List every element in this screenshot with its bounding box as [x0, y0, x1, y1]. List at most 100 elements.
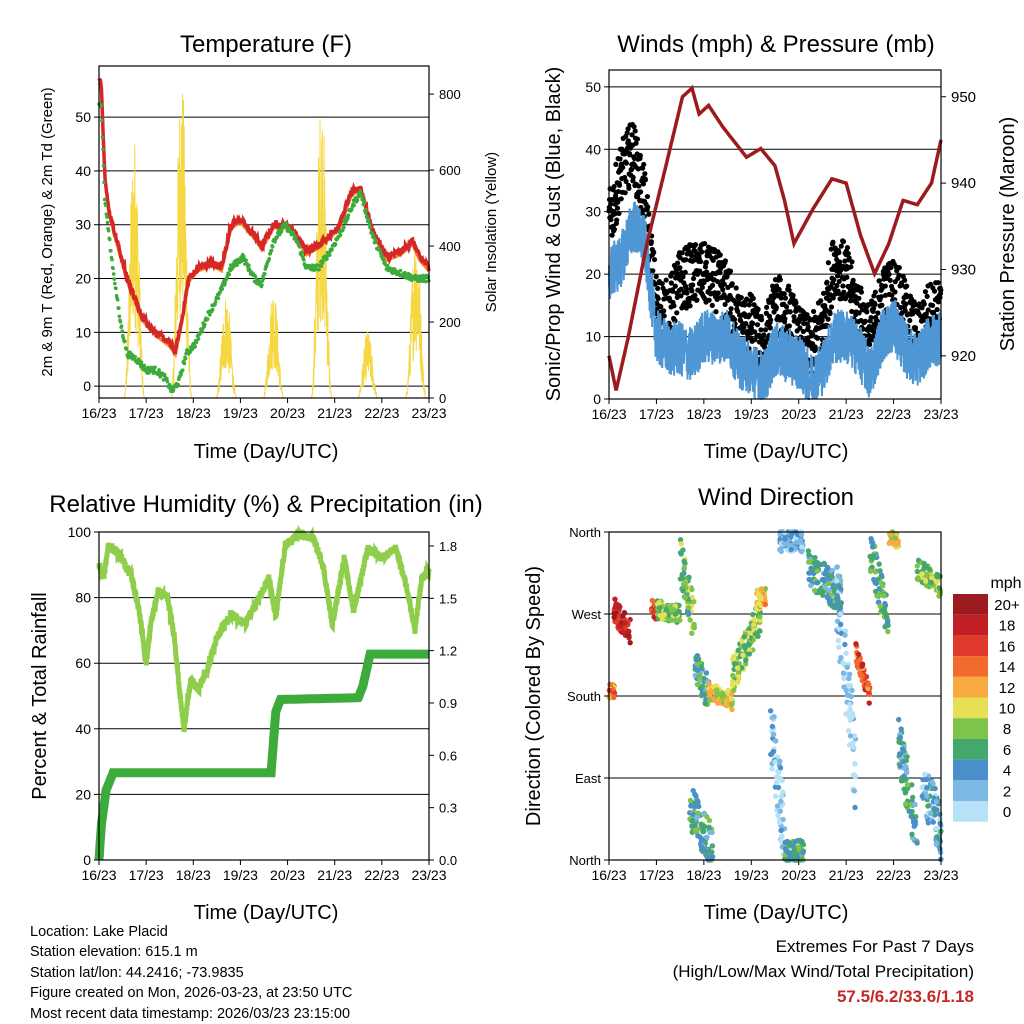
- direction-point: [909, 794, 916, 801]
- y-tick-label: 40: [75, 163, 91, 179]
- gust-point: [641, 161, 647, 168]
- direction-point: [735, 647, 741, 654]
- gust-point: [627, 152, 633, 158]
- dewpoint-point: [179, 372, 183, 377]
- direction-point: [728, 691, 735, 697]
- y-tick-label: 20: [75, 271, 91, 287]
- dewpoint-point: [362, 200, 367, 205]
- gust-point: [613, 161, 619, 167]
- direction-point: [878, 580, 884, 586]
- y-tick-label: North: [569, 853, 601, 868]
- direction-point: [835, 637, 841, 644]
- direction-point: [619, 629, 625, 635]
- y-tick-label: 20: [585, 266, 601, 282]
- wind-direction-xlabel: Time (Day/UTC): [704, 902, 849, 924]
- direction-point: [874, 593, 880, 599]
- gust-point: [616, 210, 622, 217]
- direction-point: [838, 586, 844, 592]
- gust-point: [864, 309, 870, 315]
- direction-point: [899, 746, 906, 752]
- gust-point: [689, 288, 695, 294]
- direction-point: [780, 789, 786, 795]
- gust-point: [655, 295, 661, 302]
- direction-point: [903, 776, 909, 782]
- dewpoint-point: [110, 257, 114, 262]
- gust-point: [889, 292, 895, 298]
- dewpoint-point: [338, 233, 343, 237]
- direction-point: [769, 766, 775, 772]
- direction-point: [686, 610, 692, 617]
- pressure-ylabel: Station Pressure (Maroon): [997, 117, 1019, 352]
- gust-point: [669, 270, 675, 276]
- legend-label: 0: [1003, 804, 1011, 821]
- dewpoint-point: [223, 280, 227, 285]
- x-tick-label: 17/23: [129, 867, 164, 883]
- direction-point: [607, 681, 613, 688]
- gust-point: [834, 282, 840, 289]
- direction-point: [791, 846, 798, 852]
- gust-point: [844, 245, 851, 251]
- gust-point: [728, 306, 734, 312]
- gust-point: [819, 317, 825, 323]
- direction-point: [779, 833, 785, 839]
- dewpoint-point: [213, 300, 218, 304]
- direction-point: [750, 611, 756, 618]
- direction-point: [929, 575, 935, 581]
- direction-point: [677, 617, 683, 623]
- gust-point: [642, 177, 649, 183]
- gust-point: [631, 124, 637, 130]
- gust-point: [672, 283, 678, 289]
- gust-point: [904, 283, 910, 289]
- dewpoint-point: [341, 228, 345, 233]
- gust-point: [722, 301, 728, 308]
- gust-point: [849, 259, 855, 265]
- gust-point: [919, 305, 925, 311]
- direction-point: [806, 576, 812, 583]
- direction-point: [613, 601, 620, 607]
- extremes-title: Extremes For Past 7 Days: [775, 937, 974, 956]
- x-tick-label: 19/23: [734, 867, 769, 883]
- gust-point: [882, 283, 888, 289]
- direction-point: [922, 578, 929, 584]
- direction-point: [811, 587, 818, 594]
- gust-point: [892, 289, 898, 295]
- dewpoint-point: [176, 382, 180, 387]
- direction-point: [914, 840, 920, 846]
- wind-direction-title: Wind Direction: [698, 484, 854, 511]
- direction-point: [691, 599, 697, 605]
- gust-point: [878, 294, 884, 300]
- direction-point: [704, 834, 710, 840]
- gust-point: [921, 301, 927, 307]
- dewpoint-point: [300, 251, 304, 256]
- x-tick-label: 23/23: [923, 406, 958, 422]
- gust-point: [860, 301, 867, 308]
- dewpoint-point: [294, 235, 298, 239]
- gust-point: [629, 132, 635, 138]
- direction-point: [827, 587, 833, 594]
- dewpoint-point: [363, 210, 368, 215]
- legend-label: 2: [1003, 783, 1011, 800]
- direction-point: [611, 614, 617, 621]
- direction-point: [857, 656, 863, 663]
- direction-point: [806, 570, 812, 576]
- direction-point: [824, 564, 831, 571]
- dewpoint-point: [424, 279, 428, 284]
- direction-point: [897, 763, 903, 769]
- direction-point: [872, 569, 879, 575]
- direction-point: [671, 607, 677, 613]
- dewpoint-point: [113, 281, 117, 286]
- gust-point: [741, 324, 747, 331]
- humidity-ylabel: Percent & Total Rainfall: [29, 592, 51, 800]
- dewpoint-point: [279, 228, 284, 233]
- direction-point: [706, 697, 713, 704]
- direction-point: [937, 846, 943, 852]
- gust-point: [663, 277, 669, 283]
- dewpoint-point: [171, 387, 176, 392]
- dewpoint-point: [109, 248, 113, 253]
- dewpoint-point: [398, 268, 403, 273]
- x-tick-label: 22/23: [364, 405, 399, 421]
- x-tick-label: 16/23: [81, 867, 116, 883]
- direction-point: [840, 660, 846, 666]
- direction-point: [682, 560, 688, 567]
- direction-point: [782, 536, 788, 542]
